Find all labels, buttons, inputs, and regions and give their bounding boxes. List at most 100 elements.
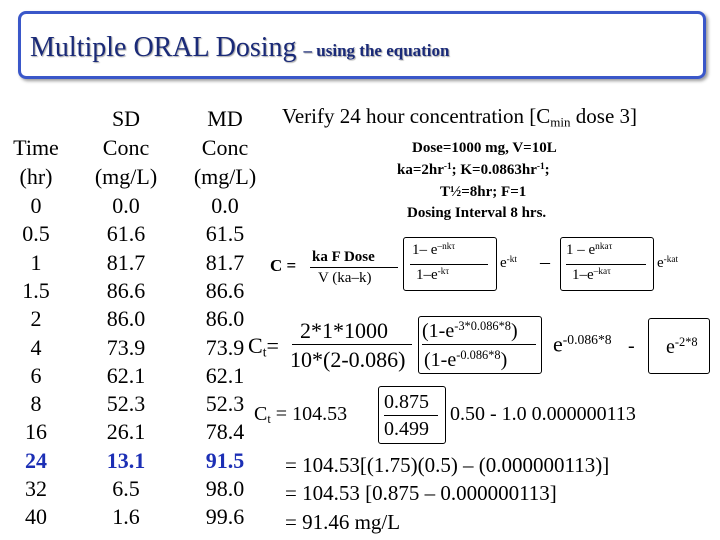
- cell: 86.0: [106, 306, 146, 332]
- verify-post: dose 3]: [570, 104, 638, 128]
- cell: 61.5: [205, 221, 245, 247]
- t: (1-e: [422, 319, 455, 342]
- bracket: [403, 237, 497, 291]
- t: C: [248, 333, 263, 358]
- s2-num: 0.875: [384, 391, 429, 413]
- cell: 0.5: [22, 221, 50, 247]
- t: 1– e: [412, 242, 438, 259]
- t: ): [500, 348, 508, 371]
- bracket: [648, 318, 710, 374]
- param-dose: Dose=1000 mg, V=10L: [412, 140, 557, 156]
- cell: 52.3: [205, 391, 245, 417]
- gen-e1: e-kt: [500, 255, 517, 272]
- verify-pre: Verify 24 hour concentration [C: [282, 104, 551, 128]
- ka: ka=2hr: [397, 162, 444, 179]
- cell: 73.9: [205, 334, 245, 360]
- cell: 0.0: [112, 193, 140, 218]
- s1-num: 2*1*1000: [300, 318, 388, 343]
- gen-b1-top: 1– e–nkτ: [412, 242, 456, 259]
- cell: 81.7: [106, 249, 146, 275]
- s1-den: 10*(2-0.086): [290, 347, 406, 372]
- s1-top: (1-e-3*0.086*8): [422, 320, 518, 341]
- ka-sup: -1: [443, 162, 452, 172]
- result: = 104.53[(1.75)(0.5) – (0.000000113)]: [285, 453, 610, 477]
- t-sup: -2*8: [674, 335, 698, 349]
- t-sub: t: [262, 344, 267, 360]
- gen-b2-bot: 1–e–kaτ: [572, 267, 611, 284]
- cell: 16: [25, 419, 47, 445]
- s2-c: Ct = 104.53: [254, 404, 347, 426]
- t-sup: nkaτ: [595, 242, 613, 252]
- cell: 91.5: [205, 447, 245, 473]
- t-sup: –nkτ: [437, 242, 456, 252]
- k-end: ;: [544, 162, 550, 179]
- gen-den: V (ka–k): [318, 270, 372, 286]
- frac-line: [310, 267, 398, 268]
- verify-sub: min: [550, 114, 571, 130]
- t: e: [500, 255, 507, 272]
- frac-line: [422, 344, 536, 345]
- frac-line: [566, 264, 646, 265]
- gen-minus: –: [540, 251, 550, 273]
- column-header: MD: [207, 106, 243, 131]
- s1-c: Ct=: [248, 335, 279, 359]
- s2-den: 0.499: [384, 418, 429, 440]
- k: ; K=0.0863hr: [451, 162, 537, 179]
- t: e: [657, 255, 664, 272]
- column-header: Conc: [102, 135, 150, 160]
- cell: 62.1: [205, 362, 245, 388]
- param-half: T½=8hr; F=1: [440, 184, 527, 200]
- param-interval: Dosing Interval 8 hrs.: [407, 205, 547, 221]
- t: e: [666, 335, 675, 358]
- cell: 1.5: [22, 277, 50, 303]
- t: (1-e: [424, 348, 457, 371]
- column-header: Conc: [201, 135, 249, 160]
- cell: 98.0: [205, 476, 245, 501]
- t: 1–e: [416, 267, 438, 284]
- t: =: [266, 333, 279, 358]
- t-sup: -0.086*8: [562, 332, 612, 347]
- cell: 13.1: [106, 447, 146, 473]
- t-sup: -kat: [663, 255, 679, 265]
- cell: 2: [30, 306, 42, 332]
- title-main: Multiple ORAL Dosing: [30, 32, 297, 63]
- title-sub: – using the equation: [303, 41, 450, 60]
- s1-e1: e-0.086*8: [553, 333, 612, 356]
- bracket: [418, 316, 542, 374]
- cell: 6: [30, 362, 42, 388]
- cell: 61.6: [106, 221, 146, 247]
- cell: 8: [30, 391, 42, 417]
- gen-num: ka F Dose: [312, 249, 375, 265]
- cell: 86.0: [205, 306, 245, 332]
- t: e: [553, 331, 563, 357]
- cell: 86.6: [106, 277, 146, 303]
- gen-b2-top: 1 – enkaτ: [566, 242, 613, 258]
- result: = 104.53 [0.875 – 0.000000113]: [285, 481, 557, 505]
- gen-lhs: C =: [270, 256, 297, 275]
- t: ): [511, 319, 518, 342]
- frac-line: [384, 415, 438, 416]
- cell: 4: [30, 334, 42, 360]
- cell: 24: [25, 447, 47, 473]
- column-header: (mg/L): [193, 164, 257, 189]
- cell: 40: [25, 504, 47, 530]
- t: C: [254, 403, 268, 425]
- t-sup: -kτ: [437, 267, 450, 277]
- gen-e2: e-kat: [657, 255, 679, 272]
- column-header: (hr): [19, 164, 53, 189]
- t-sup: -0.086*8: [456, 348, 501, 362]
- bracket: [378, 386, 446, 444]
- column-header: SD: [111, 106, 141, 131]
- cell: 32: [25, 476, 47, 501]
- cell: 81.7: [205, 249, 245, 275]
- verify: Verify 24 hour concentration [Cmin dose …: [282, 104, 638, 130]
- cell: 0.0: [211, 193, 239, 218]
- result: = 91.46 mg/L: [285, 510, 401, 534]
- cell: 62.1: [106, 362, 146, 388]
- s1-minus: -: [628, 335, 635, 357]
- cell: 6.5: [112, 476, 140, 501]
- t: 1–e: [572, 267, 594, 284]
- frac-line: [292, 344, 412, 345]
- cell: 0: [30, 193, 42, 218]
